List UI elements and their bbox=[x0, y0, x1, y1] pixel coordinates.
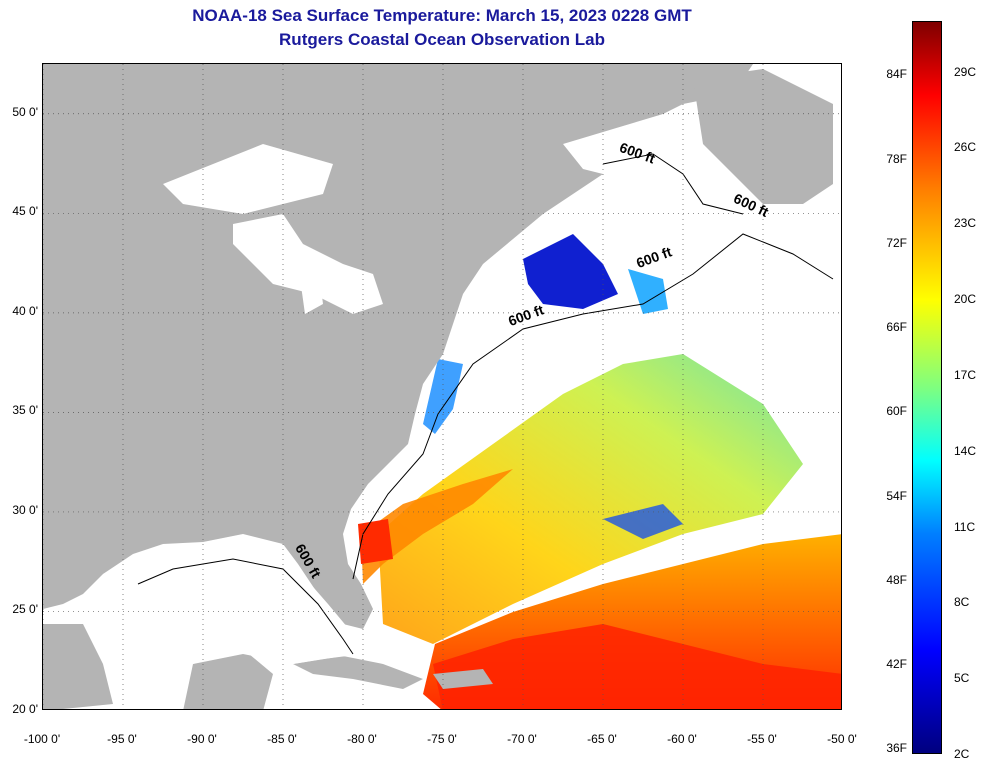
colorbar-c-label: 2C bbox=[954, 747, 970, 761]
lat-tick-label: 30 0' bbox=[12, 502, 38, 517]
sst-map-canvas bbox=[43, 64, 841, 709]
colorbar-c-label: 29C bbox=[954, 64, 977, 79]
colorbar-f-label: 66F bbox=[886, 320, 907, 335]
lake-hudson-bay bbox=[163, 144, 333, 214]
lon-tick-label: -60 0' bbox=[667, 732, 697, 746]
colorbar-f-label: 48F bbox=[886, 572, 907, 587]
sst-red-core bbox=[433, 624, 841, 709]
colorbar-c-label: 8C bbox=[954, 595, 970, 610]
sst-gulf-of-maine bbox=[523, 234, 618, 309]
land-hispaniola bbox=[433, 669, 493, 689]
sst-mid-band bbox=[378, 354, 803, 644]
land-cuba bbox=[293, 656, 423, 689]
chart-subtitle: Rutgers Coastal Ocean Observation Lab bbox=[279, 30, 605, 49]
colorbar-f-label: 42F bbox=[886, 657, 907, 672]
lon-tick-label: -55 0' bbox=[747, 732, 777, 746]
sst-cool-patch bbox=[603, 504, 683, 539]
sst-map[interactable] bbox=[42, 63, 842, 710]
colorbar-f-label: 78F bbox=[886, 151, 907, 166]
land-yucatan bbox=[183, 649, 273, 709]
colorbar-c-label: 5C bbox=[954, 671, 970, 686]
colorbar-f-label: 60F bbox=[886, 404, 907, 419]
colorbar-c-label: 14C bbox=[954, 443, 977, 458]
colorbar-f-label: 54F bbox=[886, 488, 907, 503]
lon-tick-label: -90 0' bbox=[187, 732, 217, 746]
land-mexico bbox=[43, 624, 113, 709]
lon-tick-label: -100 0' bbox=[23, 732, 61, 746]
colorbar-f-label: 72F bbox=[886, 235, 907, 250]
lat-tick-label: 20 0' bbox=[12, 702, 38, 716]
colorbar-c-label: 11C bbox=[954, 519, 976, 534]
colorbar-c-label: 17C bbox=[954, 367, 977, 382]
lat-tick-label: 25 0' bbox=[12, 602, 38, 617]
colorbar-c-label: 26C bbox=[954, 140, 977, 155]
lon-tick-label: -65 0' bbox=[587, 732, 617, 746]
lon-tick-label: -70 0' bbox=[507, 732, 537, 746]
lon-tick-label: -80 0' bbox=[347, 732, 377, 746]
colorbar-f-label: 84F bbox=[886, 67, 907, 82]
colorbar-f-label: 36F bbox=[886, 741, 907, 756]
lat-tick-label: 50 0' bbox=[12, 104, 38, 119]
sst-red-patch bbox=[358, 519, 393, 564]
lon-tick-label: -75 0' bbox=[427, 732, 457, 746]
lon-tick-label: -95 0' bbox=[107, 732, 137, 746]
lat-tick-label: 45 0' bbox=[12, 204, 38, 219]
water-gulf-of-mexico bbox=[103, 544, 363, 664]
lat-tick-label: 35 0' bbox=[12, 403, 38, 418]
colorbar-c-label: 23C bbox=[954, 216, 977, 231]
lake-michigan bbox=[298, 264, 323, 314]
lon-tick-label: -85 0' bbox=[267, 732, 297, 746]
sst-gulf-stream bbox=[361, 469, 513, 584]
sst-scotian-shelf bbox=[628, 269, 668, 314]
land-newfoundland bbox=[693, 69, 833, 204]
temperature-colorbar bbox=[912, 21, 942, 754]
lon-tick-label: -50 0' bbox=[827, 732, 857, 746]
water-st-lawrence bbox=[563, 114, 693, 179]
chart-title: NOAA-18 Sea Surface Temperature: March 1… bbox=[192, 6, 692, 25]
graticule bbox=[43, 64, 841, 709]
lat-tick-label: 40 0' bbox=[12, 303, 38, 318]
colorbar-c-label: 20C bbox=[954, 292, 977, 307]
sst-coastal-cool bbox=[423, 359, 463, 434]
